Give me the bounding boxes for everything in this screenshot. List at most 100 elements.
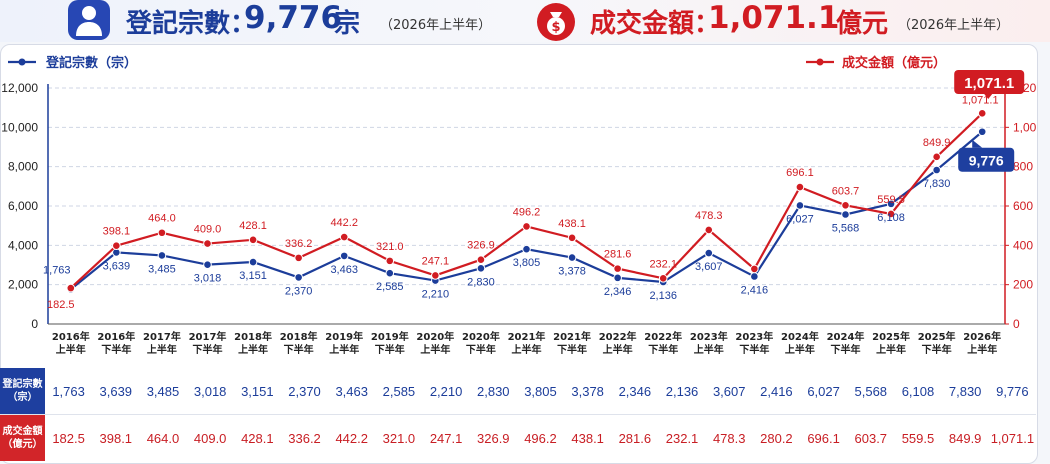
header-bar: 登記宗數： 9,776 宗 （2026年上半年） $ 成交金額： 1,071.1… <box>0 0 1050 42</box>
header-amount-period: （2026年上半年） <box>898 18 1010 33</box>
table-cell-amount: 409.0 <box>193 430 227 446</box>
amount-data-label: 442.2 <box>330 217 358 229</box>
table-cell-amount: 464.0 <box>146 430 180 446</box>
amount-point <box>750 264 759 274</box>
count-point <box>476 264 486 273</box>
table-cell-count: 2,585 <box>375 368 423 415</box>
amount-point <box>658 274 668 283</box>
table-cell-amount: 849.9 <box>948 430 982 446</box>
x-tick-label: 2020年 <box>462 330 500 343</box>
table-cell-amount: 496.2 <box>524 430 557 446</box>
count-data-label: 2,370 <box>285 285 313 297</box>
count-data-label: 6,027 <box>786 213 814 225</box>
table-cell-count: 3,378 <box>564 368 612 415</box>
table-cell-count: 2,210 <box>422 368 470 415</box>
count-point <box>750 272 759 281</box>
y-axis-left: 0 2,000 4,000 6,000 8,000 10,000 12,000 <box>1 81 49 331</box>
count-point <box>294 273 303 282</box>
table-cell-amount: 281.6 <box>618 430 652 446</box>
count-point <box>886 199 896 209</box>
x-tick-label: 下半年 <box>284 343 314 356</box>
amount-point <box>567 233 577 243</box>
x-tick-label: 下半年 <box>101 343 131 356</box>
x-tick-label: 2016年 <box>97 330 135 343</box>
table-cell-amount: 232.1 <box>665 430 699 446</box>
y-right-tick-label: 0 <box>1013 317 1020 331</box>
table-cell-count: 2,370 <box>280 368 329 415</box>
amount-data-label: 321.0 <box>376 241 404 253</box>
count-data-label: 5,568 <box>832 222 860 234</box>
table-cell-count: 6,108 <box>894 368 942 415</box>
table-cell-amount: 478.3 <box>712 430 746 446</box>
table-header-count: 登記宗數 （宗） <box>0 368 45 415</box>
amount-data-label: 281.6 <box>604 249 632 261</box>
x-tick-label: 2020年 <box>416 330 454 343</box>
table-cell-count: 1,763 <box>45 368 93 415</box>
count-point <box>795 201 805 210</box>
x-tick-label: 上半年 <box>694 343 724 356</box>
count-point <box>203 260 212 269</box>
amount-point <box>248 235 258 245</box>
count-point <box>339 251 349 261</box>
x-tick-label: 2023年 <box>690 330 728 343</box>
data-table: 登記宗數 （宗） 1,763 3,639 3,485 3,018 3,151 2,370 3,… <box>0 368 1036 461</box>
amount-point <box>112 241 121 251</box>
amount-point <box>203 239 212 248</box>
amount-point <box>704 225 714 235</box>
table-header-amount: 成交金額 （億元） <box>0 414 45 461</box>
amount-data-label: 336.2 <box>285 238 313 250</box>
amount-point <box>66 283 76 293</box>
table-cell-count: 3,463 <box>328 368 376 415</box>
count-point <box>613 273 622 283</box>
table-cell-amount: 559.5 <box>901 430 935 446</box>
x-tick-label: 上半年 <box>56 343 86 356</box>
table-cell-count: 7,830 <box>941 368 989 415</box>
x-tick-label: 上半年 <box>967 343 997 356</box>
x-tick-label: 2025年 <box>872 330 910 343</box>
amount-point <box>431 271 440 280</box>
table-cell-count: 3,607 <box>705 368 753 415</box>
amount-data-label: 478.3 <box>695 210 723 222</box>
amount-point <box>613 264 622 273</box>
table-cell-count: 3,151 <box>233 368 281 415</box>
money-bag-icon: $ <box>534 0 578 41</box>
series-layer <box>66 109 987 294</box>
count-point <box>977 127 987 137</box>
x-tick-label: 上半年 <box>785 343 815 356</box>
x-tick-label: 2026年 <box>963 330 1001 343</box>
table-cell-count: 3,018 <box>186 368 234 415</box>
count-callout-pointer <box>972 139 983 148</box>
count-data-label: 3,607 <box>695 261 723 273</box>
table-cell-count: 2,830 <box>469 368 517 415</box>
header-count-unit: 宗 <box>334 9 361 39</box>
header-count-period: （2026年上半年） <box>380 18 492 33</box>
x-tick-label: 下半年 <box>375 343 405 356</box>
amount-data-label: 409.0 <box>194 224 222 236</box>
amount-data-label: 438.1 <box>558 218 586 230</box>
y-left-tick-label: 0 <box>31 317 38 331</box>
count-data-label: 2,416 <box>741 284 769 296</box>
table-cell-amount: 336.2 <box>288 430 321 446</box>
amount-point <box>157 228 167 238</box>
amount-callout-box <box>954 70 1025 94</box>
amount-callout-label: 1,071.1 <box>964 75 1014 92</box>
x-tick-label: 2024年 <box>781 330 819 343</box>
count-data-label: 2,210 <box>422 289 450 301</box>
callouts: 1,071.1 9,776 <box>954 70 1025 172</box>
legend-count: 登記宗數（宗） <box>8 55 137 71</box>
count-point <box>522 244 531 254</box>
x-tick-label: 下半年 <box>557 343 587 356</box>
x-tick-label: 上半年 <box>512 343 542 356</box>
table-cell-amount: 696.1 <box>807 430 840 446</box>
count-data-label: 2,585 <box>376 281 404 293</box>
legend-amount: 成交金額（億元） <box>806 55 946 71</box>
y-left-tick-label: 10,000 <box>1 120 38 134</box>
count-data-label: 3,151 <box>239 270 267 282</box>
count-point <box>385 268 395 278</box>
count-data-label: 2,830 <box>467 276 495 288</box>
x-tick-label: 上半年 <box>147 343 177 356</box>
amount-data-label: 849.9 <box>923 137 951 149</box>
table-cell-amount: 428.1 <box>241 430 274 446</box>
count-data-label: 2,136 <box>649 290 677 302</box>
